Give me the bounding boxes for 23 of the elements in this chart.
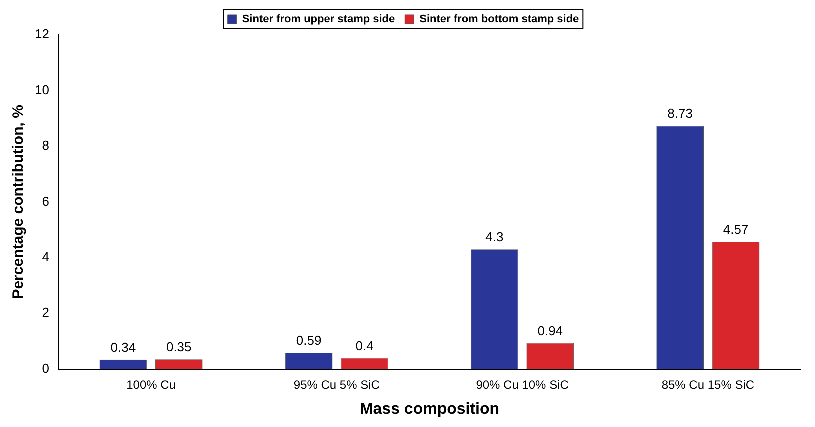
legend-label: Sinter from bottom stamp side: [420, 14, 580, 26]
x-tick-label: 85% Cu 15% SiC: [662, 378, 755, 392]
data-label: 8.73: [668, 106, 693, 122]
data-label: 0.34: [110, 340, 136, 356]
y-tick-label: 0: [42, 360, 50, 376]
data-label: 0.94: [538, 323, 564, 338]
y-tick-label: 12: [34, 26, 50, 42]
y-tick-label: 2: [42, 305, 50, 320]
data-label: 4.3: [486, 230, 504, 245]
x-tick-label: 100% Cu: [126, 378, 176, 392]
y-tick-label: 6: [42, 194, 50, 209]
y-tick-label: 4: [42, 250, 50, 265]
legend-label: Sinter from upper stamp side: [242, 14, 396, 26]
y-tick-label: 10: [34, 82, 50, 98]
data-label: 4.57: [723, 222, 749, 238]
x-tick-label: 95% Cu 5% SiC: [294, 378, 380, 392]
data-label: 0.4: [356, 338, 374, 354]
x-tick-label: 90% Cu 10% SiC: [476, 378, 570, 392]
y-tick-label: 8: [42, 138, 50, 154]
data-label: 0.35: [166, 340, 192, 355]
data-label: 0.59: [296, 333, 322, 348]
x-axis-title: Mass composition: [360, 400, 500, 418]
y-axis-title: Percentage contribution, %: [10, 105, 28, 300]
